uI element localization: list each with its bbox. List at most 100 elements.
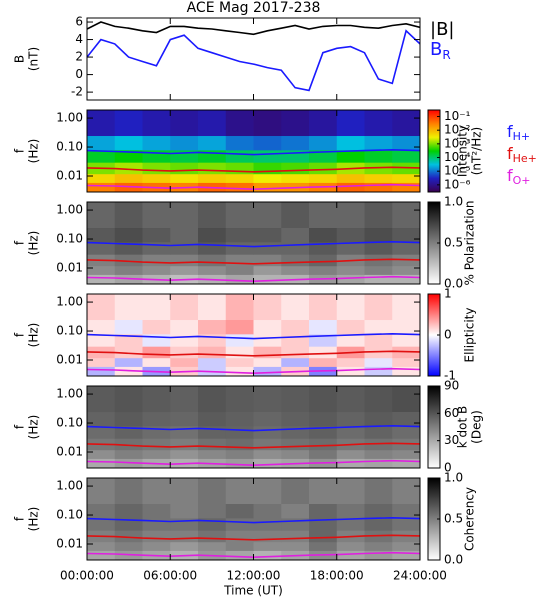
panel: 0.0 0.5 1.0% Polarization 1.00 0.10 0.01 f (Hz) [13,195,477,291]
heatmap-cell [142,425,171,439]
heatmap-cell [142,503,171,519]
y-axis-label: f [13,516,27,521]
heatmap-cell [364,449,393,459]
heatmap-cell [309,541,338,551]
heatmap-cell [281,319,310,335]
heatmap-cell [142,241,171,255]
heatmap-cell [253,265,282,275]
panel: -1 0 1 Ellipticity 1.00 0.10 0.01 f (Hz) [13,287,477,383]
heatmap-cell [87,411,116,427]
y-axis-label: (nT) [27,47,41,71]
heatmap-cell [253,202,282,229]
heatmap-cell [364,135,393,151]
heatmap-cell [281,357,310,367]
heatmap-cell [198,386,227,413]
heatmap-cell [392,541,420,551]
heatmap-cell [253,478,282,505]
heatmap-cell [309,149,338,163]
heatmap-cell [114,478,143,505]
plot-area [87,202,420,284]
heatmap-cell [114,530,143,543]
x-tick-label: 06:00:00 [143,569,197,583]
heatmap-cell [87,517,116,531]
heatmap-cell [198,438,227,451]
colorbar-tick-label: 10⁻² [444,123,471,137]
heatmap-cell [87,425,116,439]
y-tick-label: 6 [75,15,83,29]
heatmap-cell [253,357,282,367]
colorbar-label: (nT²/Hz) [470,127,484,175]
heatmap-cell [392,202,420,229]
heatmap-cell [253,110,282,137]
heatmap-cell [114,162,143,175]
legend-name: |B| [430,19,454,40]
heatmap-cell [364,478,393,505]
heatmap-cell [225,503,254,519]
heatmap-cell [225,357,254,367]
heatmap-cell [364,294,393,321]
data-line [87,29,420,92]
colorbar-tick-label: 0.5 [444,236,463,250]
heatmap-cell [198,254,227,267]
colorbar-tick-label: 1 [444,287,452,301]
heatmap-cell [364,274,393,284]
heatmap-cell [114,110,143,137]
heatmap-cell [392,386,420,413]
heatmap-cell [114,541,143,551]
y-tick-label: 1.00 [56,203,83,217]
heatmap-cell [170,294,199,321]
heatmap-cell [392,503,420,519]
heatmap-cell [114,319,143,335]
heatmap-cell [309,386,338,413]
y-axis-label: (Hz) [27,139,41,164]
heatmap-cell [225,149,254,163]
heatmap-cell [392,294,420,321]
x-tick-label: 00:00:00 [60,569,114,583]
data-line [87,424,420,432]
colorbar-tick-label: 10⁻⁶ [444,177,471,191]
heatmap-cell [309,241,338,255]
heatmap-cell [392,319,420,335]
y-tick-label: 0.01 [56,352,83,366]
heatmap-cell [87,274,116,284]
heatmap-cell [309,357,338,367]
heatmap-cell [392,425,420,439]
legend-subscript: R [442,48,450,62]
heatmap-cell [170,173,199,183]
heatmap-cell [114,294,143,321]
heatmap-cell [336,357,365,367]
heatmap-cell [364,411,393,427]
heatmap-cell [281,135,310,151]
heatmap-cell [364,357,393,367]
heatmap-cell [87,265,116,275]
heatmap-cell [142,386,171,413]
heatmap-cell [198,319,227,335]
heatmap-cell [281,294,310,321]
heatmap-cell [87,135,116,151]
heatmap-cell [392,182,420,192]
heatmap-cell [170,386,199,413]
heatmap-cell [198,478,227,505]
heatmap-cell [392,333,420,347]
heatmap-cell [336,411,365,427]
y-tick-label: 0.10 [56,140,83,154]
heatmap-cell [87,333,116,347]
heatmap-cell [253,319,282,335]
heatmap-cell [253,274,282,284]
heatmap-cell [336,478,365,505]
heatmap-cell [281,346,310,359]
heatmap-cell [253,458,282,468]
heatmap-cell [198,357,227,367]
heatmap-cell [114,265,143,275]
heatmap-cell [225,333,254,347]
heatmap-cell [114,357,143,367]
colorbar [427,109,441,193]
heatmap-cell [392,227,420,243]
colorbar-tick-label: 0.0 [444,553,463,567]
heatmap-cell [114,503,143,519]
colorbar-tick-label: 90 [444,379,459,393]
heatmap-cell [114,438,143,451]
data-line [87,148,420,156]
